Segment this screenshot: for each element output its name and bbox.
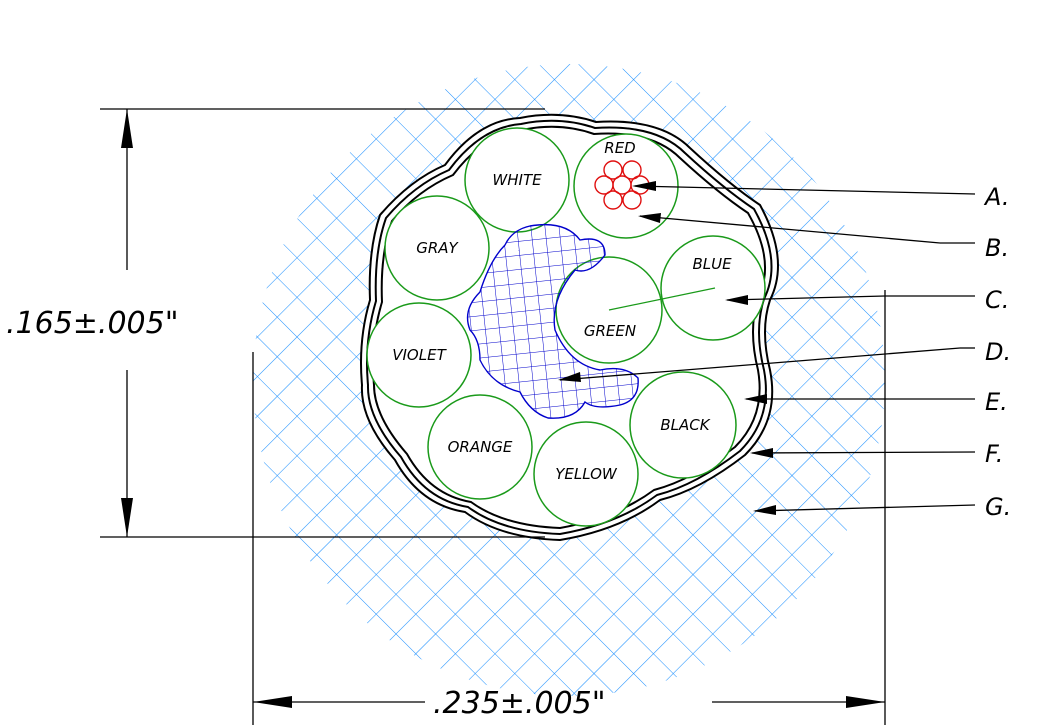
callout-e: E. (985, 388, 1008, 416)
conductor-label-green: GREEN (584, 322, 636, 340)
callout-labels: A. B. C. D. E. F. G. (983, 183, 1011, 521)
strand-bundle (594, 160, 650, 210)
callout-leaders (558, 181, 976, 515)
conductor-label-black: BLACK (660, 416, 710, 434)
height-dimension-label: .165±.005" (6, 306, 179, 341)
height-dimension (100, 108, 545, 538)
conductor-label-yellow: YELLOW (555, 465, 618, 483)
conductor-black (629, 371, 737, 479)
callout-g: G. (985, 493, 1011, 521)
callout-d: D. (985, 338, 1011, 366)
conductor-label-red: RED (604, 139, 635, 157)
conductor-label-orange: ORANGE (448, 438, 513, 456)
callout-c: C. (985, 286, 1009, 314)
conductor-label-white: WHITE (492, 171, 542, 189)
conductor-orange (427, 394, 533, 500)
green-center-line (608, 287, 716, 311)
conductor-label-gray: GRAY (416, 239, 459, 257)
conductor-gray (384, 195, 490, 301)
callout-a: A. (983, 183, 1010, 211)
conductor-label-violet: VIOLET (392, 346, 447, 364)
filler (466, 223, 639, 419)
callout-f: F. (985, 440, 1003, 468)
conductor-yellow (533, 421, 639, 527)
callout-b: B. (985, 234, 1009, 262)
conductor-label-blue: BLUE (692, 255, 732, 273)
conductor-violet (366, 302, 472, 408)
width-dimension-label: .235±.005" (433, 686, 606, 721)
conductor-red (573, 133, 679, 239)
